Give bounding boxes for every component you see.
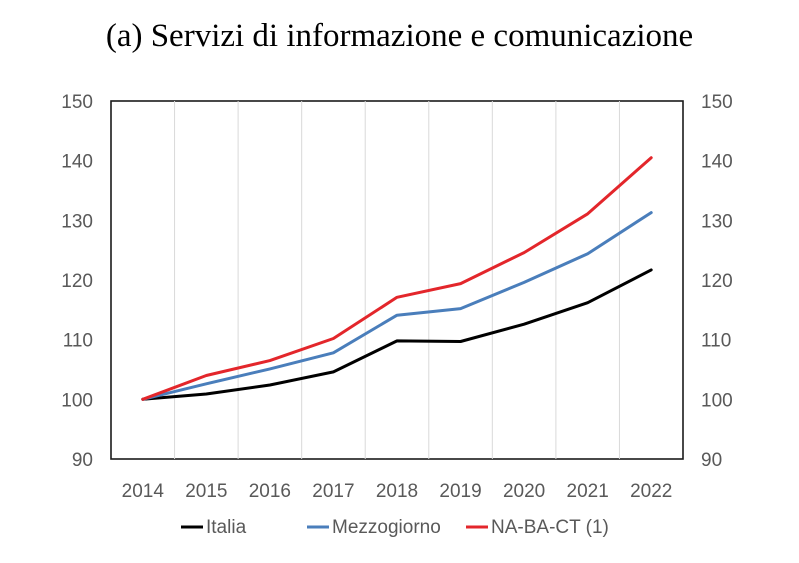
y-tick-label-left: 90 — [72, 450, 93, 471]
x-tick-label: 2018 — [376, 481, 418, 502]
legend-label: Mezzogiorno — [332, 517, 441, 538]
y-tick-label-left: 110 — [63, 331, 93, 352]
series-lines — [141, 156, 653, 401]
x-tick-label: 2016 — [249, 481, 291, 502]
x-tick-label: 2021 — [567, 481, 609, 502]
legend: Italia Mezzogiorno NA-BA-CT (1) — [181, 517, 609, 538]
legend-label: NA-BA-CT (1) — [491, 517, 609, 538]
y-tick-label-right: 110 — [701, 331, 731, 352]
y-tick-label-left: 120 — [61, 271, 93, 292]
y-tick-label-right: 140 — [701, 152, 733, 173]
plot-area-border — [110, 100, 684, 460]
y-tick-label-right: 100 — [701, 390, 733, 411]
y-tick-label-left: 100 — [61, 390, 93, 411]
x-axis: 2014 2015 2016 2017 2018 2019 2020 2021 2022 — [122, 481, 673, 502]
series-line-mezzogiorno — [141, 211, 653, 401]
y-tick-label-right: 120 — [701, 271, 733, 292]
y-tick-label-left: 150 — [61, 92, 93, 113]
y-tick-label-left: 140 — [61, 152, 93, 173]
y-tick-label-right: 150 — [701, 92, 733, 113]
x-tick-label: 2020 — [503, 481, 545, 502]
y-tick-label-right: 130 — [701, 211, 733, 232]
x-tick-label: 2015 — [185, 481, 227, 502]
x-tick-label: 2022 — [630, 481, 672, 502]
y-axis-left: 90 100 110 120 130 140 150 — [61, 92, 93, 471]
x-tick-label: 2017 — [312, 481, 354, 502]
y-tick-label-right: 90 — [701, 450, 722, 471]
chart-title: (a) Servizi di informazione e comunicazi… — [105, 18, 694, 54]
legend-label: Italia — [206, 517, 247, 538]
series-line-italia — [141, 268, 653, 401]
series-line-na-ba-ct-1 — [141, 156, 653, 401]
y-axis-right: 90 100 110 120 130 140 150 — [701, 92, 733, 471]
x-tick-label: 2019 — [439, 481, 481, 502]
grid-lines — [174, 101, 620, 459]
y-tick-label-left: 130 — [61, 211, 93, 232]
x-tick-label: 2014 — [122, 481, 165, 502]
